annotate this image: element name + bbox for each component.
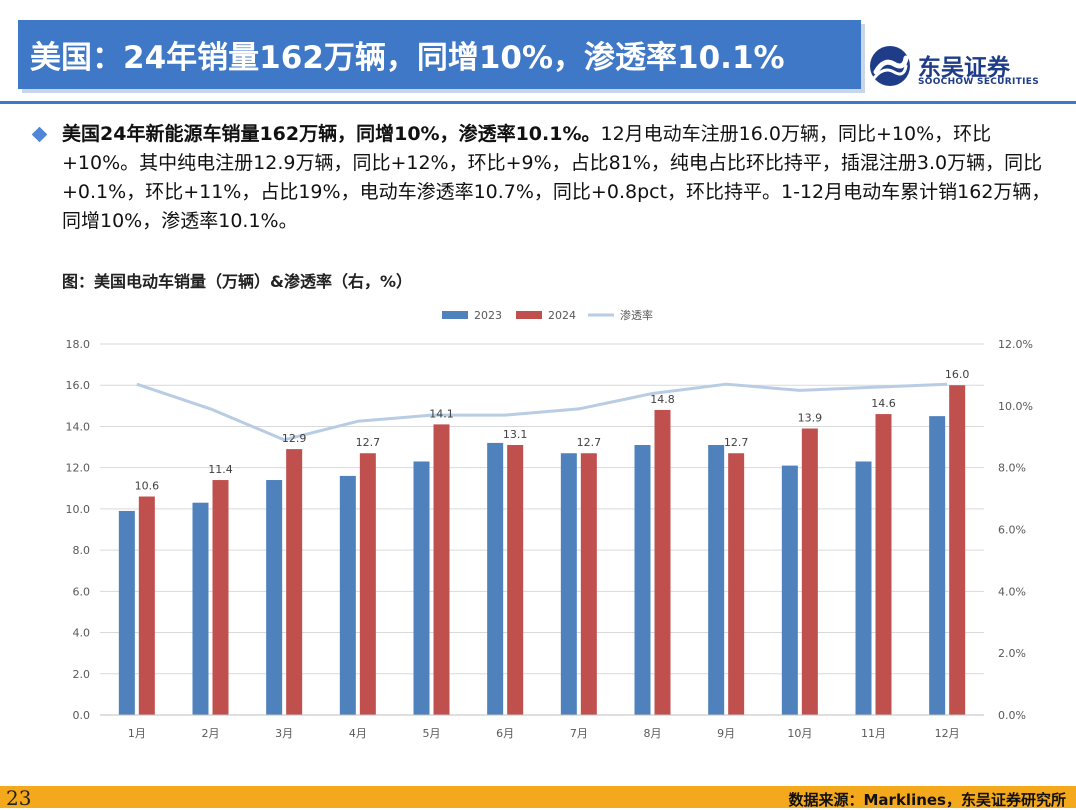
- bar-2024: [875, 414, 892, 715]
- bar-2024: [507, 444, 524, 715]
- bar-2023: [413, 461, 430, 715]
- data-source: 数据来源：Marklines，东吴证券研究所: [788, 791, 1067, 809]
- summary-text: 美国24年新能源车销量162万辆，同增10%，渗透率10.1%。12月电动车注册…: [62, 120, 1060, 236]
- y-right-tick-label: 6.0%: [998, 524, 1026, 537]
- bar-2023: [855, 461, 872, 715]
- bar-2023: [118, 510, 135, 715]
- company-logo: 东吴证券 SOOCHOW SECURITIES: [868, 44, 1058, 90]
- y-right-tick-label: 10.0%: [998, 400, 1033, 413]
- data-label-2024: 14.1: [429, 407, 454, 420]
- x-tick-label: 1月: [128, 727, 146, 740]
- y-left-tick-label: 16.0: [66, 379, 91, 392]
- bar-2024: [138, 496, 155, 715]
- legend-swatch-2023: [442, 311, 468, 319]
- y-left-tick-label: 0.0: [73, 709, 91, 722]
- x-tick-label: 6月: [496, 727, 514, 740]
- data-label-2024: 14.6: [871, 397, 896, 410]
- data-label-2024: 10.6: [135, 480, 160, 493]
- y-left-tick-label: 4.0: [73, 627, 91, 640]
- y-left-tick-label: 6.0: [73, 585, 91, 598]
- bar-2023: [560, 453, 577, 715]
- x-tick-label: 9月: [717, 727, 735, 740]
- bar-2024: [728, 453, 745, 715]
- bar-2024: [359, 453, 376, 715]
- data-label-2024: 12.7: [356, 436, 381, 449]
- data-label-2024: 12.7: [724, 436, 749, 449]
- bar-2024: [212, 480, 229, 715]
- legend-swatch-2024: [516, 311, 542, 319]
- bar-2024: [949, 385, 966, 715]
- data-label-2024: 14.8: [650, 393, 675, 406]
- bar-2023: [781, 465, 798, 715]
- header-divider: [0, 101, 1076, 104]
- bar-2023: [708, 444, 725, 715]
- data-label-2024: 13.9: [798, 412, 823, 425]
- bar-2023: [192, 502, 209, 715]
- footer-bar: 23 数据来源：Marklines，东吴证券研究所: [0, 786, 1076, 810]
- title-bar: 美国：24年销量162万辆，同增10%，渗透率10.1%: [18, 20, 861, 89]
- y-right-tick-label: 12.0%: [998, 338, 1033, 351]
- bar-2024: [286, 449, 303, 715]
- logo-name: 东吴证券: [918, 55, 1010, 81]
- legend-label-2023: 2023: [474, 309, 502, 322]
- x-tick-label: 8月: [644, 727, 662, 740]
- y-left-tick-label: 2.0: [73, 668, 91, 681]
- summary-body: 12月电动车注册16.0万辆，同比+10%，环比+10%。其中纯电注册12.9万…: [62, 123, 1051, 232]
- y-right-tick-label: 0.0%: [998, 709, 1026, 722]
- bar-2023: [487, 442, 504, 715]
- data-label-2024: 11.4: [208, 463, 233, 476]
- y-left-tick-label: 12.0: [66, 462, 91, 475]
- figure-caption: 图：美国电动车销量（万辆）&渗透率（右，%）: [62, 272, 412, 291]
- soochow-logo-icon: [870, 46, 910, 86]
- bar-2024: [580, 453, 597, 715]
- page-number: 23: [6, 786, 32, 810]
- summary-bold: 美国24年新能源车销量162万辆，同增10%，渗透率10.1%。: [62, 123, 601, 145]
- x-tick-label: 12月: [935, 727, 960, 740]
- legend-label-penetration: 渗透率: [620, 308, 653, 322]
- x-tick-label: 7月: [570, 727, 588, 740]
- data-label-2024: 12.9: [282, 432, 307, 445]
- y-left-tick-label: 10.0: [66, 503, 91, 516]
- diamond-bullet-icon: [31, 126, 48, 143]
- y-left-tick-label: 14.0: [66, 420, 91, 433]
- x-tick-label: 11月: [861, 727, 886, 740]
- data-label-2024: 12.7: [577, 436, 602, 449]
- y-right-tick-label: 8.0%: [998, 462, 1026, 475]
- bar-2023: [634, 444, 651, 715]
- data-label-2024: 16.0: [945, 368, 970, 381]
- bar-2023: [339, 475, 356, 715]
- x-tick-label: 2月: [202, 727, 220, 740]
- x-tick-label: 5月: [423, 727, 441, 740]
- x-tick-label: 3月: [275, 727, 293, 740]
- bar-2023: [266, 480, 283, 715]
- bar-2024: [801, 428, 818, 715]
- data-label-2024: 13.1: [503, 428, 528, 441]
- y-right-tick-label: 4.0%: [998, 585, 1026, 598]
- sales-chart: 10.6 11.4 12.9 12.7 14.1 13.1 12.7 14.8 12.7 13.9…: [66, 308, 1033, 740]
- y-right-tick-label: 2.0%: [998, 647, 1026, 660]
- page-title: 美国：24年销量162万辆，同增10%，渗透率10.1%: [30, 40, 785, 76]
- penetration-line: [136, 382, 948, 442]
- bar-2023: [929, 416, 946, 715]
- y-left-tick-label: 8.0: [73, 544, 91, 557]
- x-tick-label: 4月: [349, 727, 367, 740]
- summary-bullet: 美国24年新能源车销量162万辆，同增10%，渗透率10.1%。12月电动车注册…: [30, 120, 1060, 236]
- y-left-tick-label: 18.0: [66, 338, 91, 351]
- x-tick-label: 10月: [787, 727, 812, 740]
- logo-subtitle: SOOCHOW SECURITIES: [918, 77, 1039, 87]
- legend-label-2024: 2024: [548, 309, 576, 322]
- bar-2024: [654, 409, 671, 715]
- bar-2024: [433, 424, 450, 715]
